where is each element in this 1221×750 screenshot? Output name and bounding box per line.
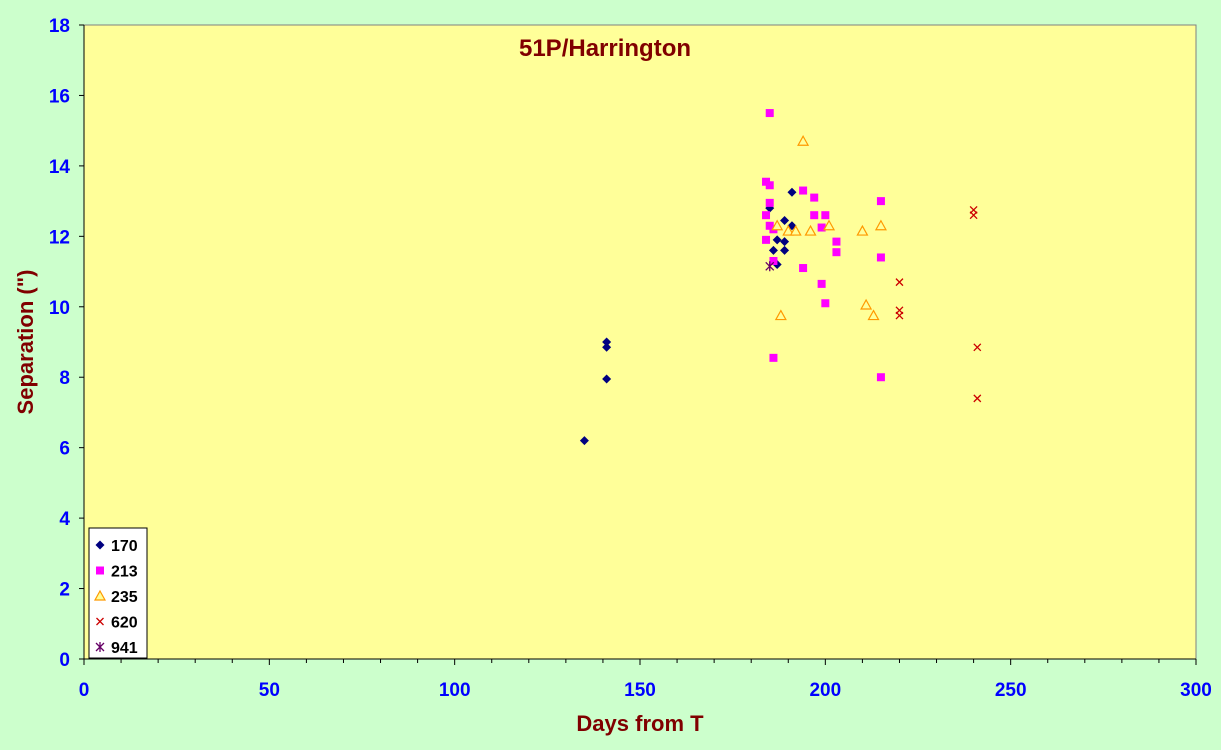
legend-label-213: 213 [111,564,138,581]
data-point-235 [867,309,880,321]
legend-label-235: 235 [111,589,138,606]
x-tick-label: 300 [1180,680,1212,701]
y-tick-label: 6 [59,439,70,460]
plot-area [83,24,1197,660]
y-axis: 0 2 4 6 8 10 12 14 16 18 [49,16,85,671]
data-point-235 [789,224,802,236]
data-point-235 [804,224,817,236]
data-points [579,109,982,446]
y-tick-label: 18 [49,16,70,37]
data-point-235 [797,134,810,146]
data-point-213 [762,211,771,220]
data-point-213 [832,248,841,257]
data-point-170 [602,337,612,347]
data-point-170 [780,245,790,255]
y-axis-title: Separation (") [13,270,38,415]
chart-title: 51P/Harrington [519,35,691,62]
series-620 [895,205,982,403]
data-point-170 [602,374,612,384]
data-point-213 [817,223,826,232]
data-point-235 [860,298,873,310]
x-tick-label: 100 [439,680,471,701]
data-point-213 [799,264,808,273]
data-point-213 [876,253,885,262]
data-point-213 [817,279,826,288]
data-point-213 [821,299,830,308]
data-point-213 [762,235,771,244]
legend-marker-170 [95,540,105,550]
legend-marker-941 [95,642,105,652]
data-point-213 [765,109,774,118]
x-tick-label: 0 [79,680,90,701]
legend-marker-620 [96,617,104,626]
data-point-235 [874,219,887,231]
data-point-213 [832,237,841,246]
y-tick-label: 0 [59,650,70,671]
y-tick-label: 4 [59,509,70,530]
x-tick-label: 150 [624,680,656,701]
x-tick-label: 200 [809,680,841,701]
x-axis: 0 50 100 150 200 250 300 [79,658,1212,701]
data-point-620 [895,311,904,320]
legend-box [88,527,148,659]
data-point-213 [765,181,774,190]
data-point-620 [895,278,904,287]
data-point-213 [876,197,885,206]
y-tick-label: 2 [59,580,70,601]
y-tick-label: 16 [49,86,70,107]
data-point-213 [765,198,774,207]
data-point-235 [856,224,869,236]
data-point-213 [810,211,819,220]
data-point-235 [823,219,836,231]
legend-label-620: 620 [111,615,138,632]
data-point-213 [799,186,808,195]
legend-label-170: 170 [111,538,138,555]
y-tick-label: 8 [59,368,70,389]
x-tick-label: 50 [259,680,280,701]
y-tick-label: 12 [49,227,70,248]
series-941 [765,261,775,272]
data-point-170 [780,215,790,225]
series-235 [771,134,887,321]
data-point-170 [579,436,589,446]
data-point-170 [780,237,790,247]
data-point-213 [769,256,778,265]
data-point-170 [787,187,797,197]
x-axis-title: Days from T [576,711,704,736]
legend: 170 213 235 620 941 [88,527,148,659]
y-tick-label: 14 [49,157,71,178]
data-point-170 [768,245,778,255]
data-point-235 [782,224,795,236]
legend-marker-235 [93,589,107,601]
y-tick-label: 10 [49,298,70,319]
legend-label-941: 941 [111,640,138,657]
data-point-620 [969,211,978,220]
x-tick-label: 250 [995,680,1027,701]
data-point-213 [876,373,885,382]
data-point-213 [769,353,778,362]
data-point-941 [765,261,775,272]
data-point-213 [821,211,830,220]
data-point-235 [771,219,784,231]
data-point-213 [810,193,819,202]
data-point-620 [973,394,982,403]
legend-marker-213 [96,566,104,575]
data-point-170 [772,235,782,245]
data-point-620 [973,343,982,352]
data-point-235 [774,309,787,321]
data-point-170 [602,342,612,352]
